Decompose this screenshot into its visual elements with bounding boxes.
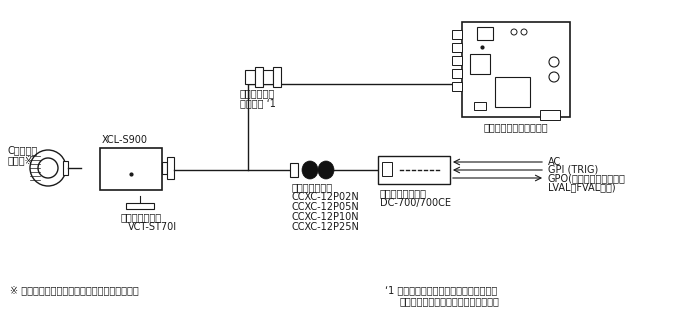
Bar: [470, 54, 490, 74]
Text: CCXC-12P25N: CCXC-12P25N: [292, 222, 360, 232]
Circle shape: [521, 29, 527, 35]
Text: GPI (TRIG): GPI (TRIG): [548, 165, 598, 175]
Text: ‘1 高伝送特性タイプをご使用ください。: ‘1 高伝送特性タイプをご使用ください。: [385, 285, 497, 295]
Text: カメラアダプター: カメラアダプター: [380, 188, 427, 198]
Bar: [540, 110, 560, 120]
Text: CCXC-12P02N: CCXC-12P02N: [292, 192, 360, 202]
Bar: [126, 203, 154, 209]
Bar: [378, 156, 450, 184]
Ellipse shape: [302, 161, 318, 179]
Bar: [452, 30, 462, 39]
Bar: [452, 82, 462, 91]
Text: Cマウント: Cマウント: [8, 145, 38, 155]
Circle shape: [38, 158, 58, 178]
Bar: [382, 162, 392, 176]
Text: ケーブル ‘1: ケーブル ‘1: [240, 98, 276, 108]
Text: LVAL，FVALなど): LVAL，FVALなど): [548, 182, 615, 192]
Bar: [255, 67, 263, 87]
Bar: [290, 163, 298, 177]
Circle shape: [30, 150, 66, 186]
Bar: [495, 77, 530, 107]
Bar: [263, 70, 273, 84]
Text: カメラ用画像入力ボード: カメラ用画像入力ボード: [484, 122, 548, 132]
Text: VCT-ST70I: VCT-ST70I: [128, 222, 177, 232]
Bar: [63, 161, 68, 175]
Bar: [273, 67, 281, 87]
Ellipse shape: [318, 161, 334, 179]
Bar: [245, 70, 255, 84]
Text: AC: AC: [548, 157, 561, 167]
Text: CCXC-12P10N: CCXC-12P10N: [292, 212, 360, 222]
Text: DC-700/700CE: DC-700/700CE: [380, 198, 451, 208]
Text: CCXC-12P05N: CCXC-12P05N: [292, 202, 360, 212]
Bar: [452, 43, 462, 52]
Text: レンズ※: レンズ※: [8, 155, 34, 165]
Bar: [100, 148, 162, 190]
Bar: [477, 27, 493, 40]
Bar: [162, 162, 167, 174]
Text: XCL-S900: XCL-S900: [102, 135, 148, 145]
Text: ※ 高解像度に対応したレンズをお使い下さい。: ※ 高解像度に対応したレンズをお使い下さい。: [10, 285, 139, 295]
Text: カメラリンク: カメラリンク: [240, 88, 275, 98]
Circle shape: [549, 72, 559, 82]
Circle shape: [511, 29, 517, 35]
Bar: [167, 157, 174, 179]
Circle shape: [549, 57, 559, 67]
Text: GPO(エクスポージャー、: GPO(エクスポージャー、: [548, 173, 626, 183]
Bar: [452, 56, 462, 65]
Text: カメラケーブル: カメラケーブル: [292, 182, 333, 192]
Text: 詳しくは特約店へおたずねください。: 詳しくは特約店へおたずねください。: [400, 296, 500, 306]
Bar: [452, 69, 462, 78]
Bar: [462, 22, 570, 117]
Text: 三脚アダプター: 三脚アダプター: [121, 212, 162, 222]
Bar: [474, 102, 486, 110]
